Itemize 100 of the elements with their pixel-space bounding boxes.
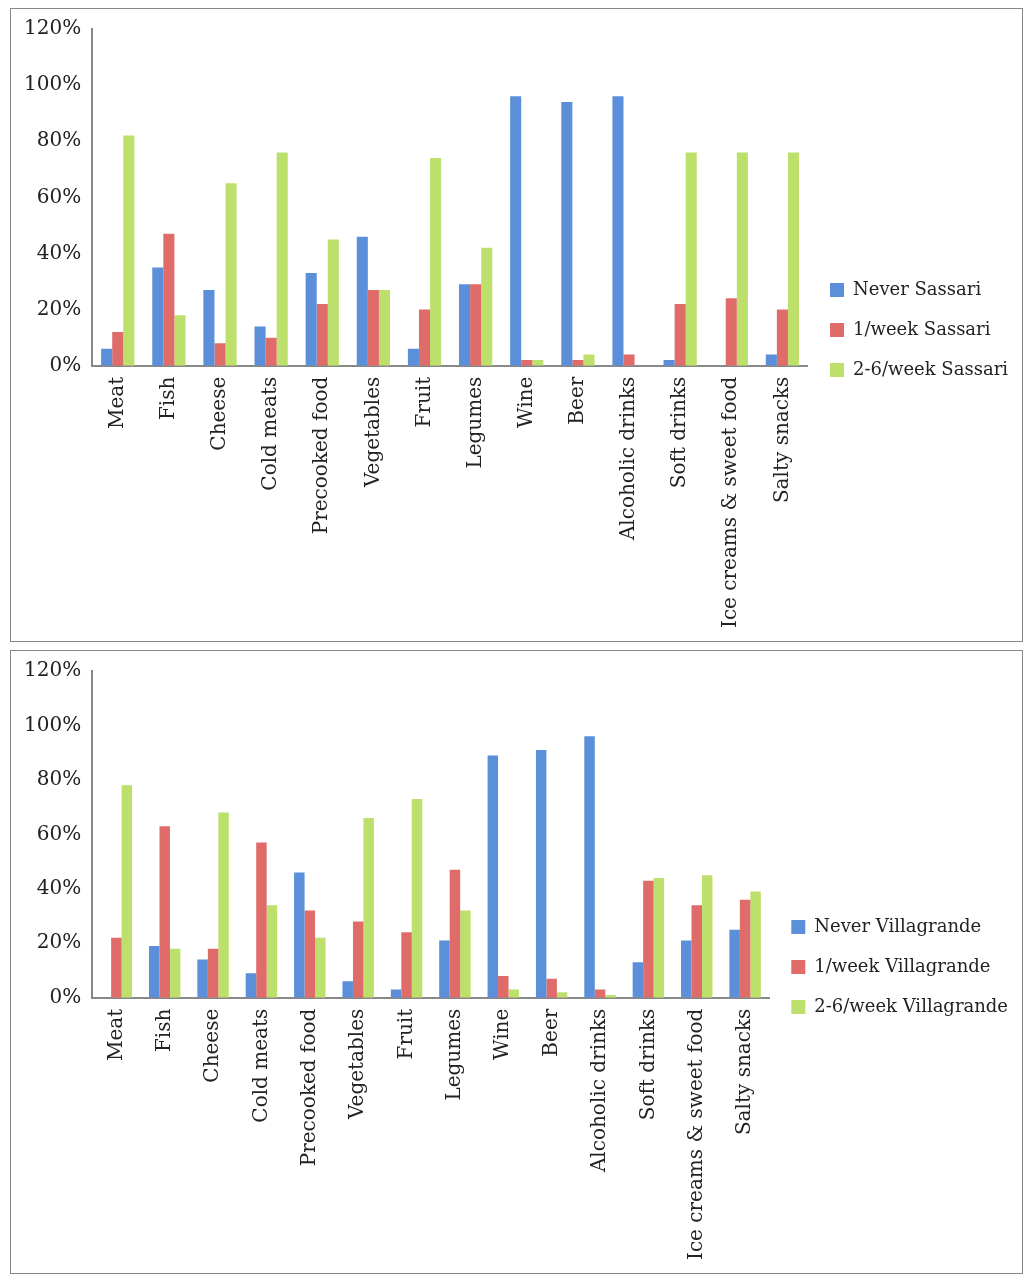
bar (304, 910, 316, 998)
y-tick-label: 40% (36, 875, 82, 899)
y-tick-label: 60% (36, 820, 82, 845)
x-tick-label: Cold meats (247, 1008, 272, 1123)
bar (256, 842, 267, 998)
x-tick-label: Ice creams & sweet food (682, 1008, 707, 1261)
bar (121, 785, 133, 998)
x-tick-label: Legumes (461, 376, 486, 469)
y-tick-label: 100% (23, 71, 82, 96)
bar (750, 891, 761, 998)
bar (327, 239, 339, 366)
legend-label: Never Sassari (852, 277, 982, 299)
y-tick-label: 20% (36, 929, 82, 954)
bar (342, 981, 353, 998)
bar (561, 101, 573, 366)
bar (401, 932, 412, 998)
x-tick-label: Beer (537, 1008, 562, 1057)
bar (152, 267, 164, 366)
bar (729, 929, 740, 998)
x-tick-label: Salty snacks (768, 376, 793, 504)
bar (685, 152, 697, 366)
bar (163, 233, 175, 366)
x-tick-label: Cheese (206, 376, 231, 451)
bar (776, 309, 788, 366)
bar (101, 348, 113, 366)
bar (367, 289, 379, 366)
y-tick-label: 0% (49, 351, 82, 376)
bar (653, 877, 665, 998)
bar (378, 289, 390, 366)
bar (681, 940, 692, 998)
bar (583, 354, 595, 366)
x-tick-label: Legumes (441, 1008, 466, 1101)
bar (470, 284, 482, 366)
y-tick-label: 60% (36, 183, 82, 208)
bar (225, 183, 237, 366)
bar (169, 948, 181, 998)
x-tick-label: Precooked food (308, 376, 333, 535)
legend-label: 1/week Sassari (852, 317, 991, 339)
bar (787, 152, 800, 366)
bar (352, 921, 364, 998)
x-tick-label: Wine (489, 1008, 514, 1061)
bar (725, 298, 737, 366)
bar (294, 872, 305, 998)
bar (315, 937, 326, 998)
legend-label: 2-6/week Villagrande (814, 994, 1008, 1016)
bar (276, 152, 288, 366)
x-tick-label: Wine (512, 376, 537, 429)
x-tick-label: Fish (155, 376, 180, 421)
bar (691, 905, 702, 998)
bar (674, 303, 686, 366)
bar (612, 96, 624, 366)
bar (363, 818, 374, 998)
bar (498, 975, 509, 998)
bar (159, 826, 170, 998)
bar (623, 354, 635, 366)
x-tick-label: Vegetables (359, 376, 384, 489)
y-tick-label: 80% (36, 127, 82, 152)
y-tick-label: 100% (23, 711, 82, 736)
bar (111, 937, 122, 998)
bar (459, 284, 471, 366)
bar (439, 940, 450, 998)
bar (418, 309, 431, 366)
bar (632, 962, 644, 998)
bar (218, 812, 229, 998)
bar (207, 948, 219, 998)
x-tick-label: Meat (102, 1008, 127, 1061)
bar (584, 736, 595, 998)
x-tick-label: Meat (103, 376, 128, 429)
y-tick-label: 80% (36, 766, 82, 791)
legend-label: Never Villagrande (814, 914, 982, 936)
bar (510, 96, 522, 366)
bar (123, 135, 135, 366)
legend-label: 2-6/week Sassari (852, 357, 1009, 379)
x-tick-label: Soft drinks (666, 376, 691, 489)
x-tick-label: Soft drinks (634, 1008, 659, 1121)
bar (546, 978, 557, 998)
bar (305, 273, 317, 366)
bar (245, 973, 257, 998)
x-tick-label: Fruit (392, 1008, 417, 1060)
x-tick-label: Fruit (410, 376, 435, 428)
y-tick-label: 120% (23, 657, 82, 682)
bar (736, 152, 748, 366)
bar (203, 289, 215, 366)
y-tick-label: 0% (49, 983, 82, 1008)
bar (197, 959, 208, 998)
bar (481, 247, 493, 366)
bar (535, 749, 547, 998)
x-tick-label: Alcoholic drinks (615, 376, 640, 542)
bar (174, 315, 186, 366)
y-tick-label: 40% (36, 239, 82, 264)
x-tick-label: Cold meats (257, 376, 282, 491)
bar (112, 332, 124, 366)
bar (460, 910, 471, 998)
bar (411, 798, 423, 998)
bar (265, 337, 277, 366)
x-tick-label: Cheese (199, 1008, 224, 1083)
bar (487, 755, 499, 998)
x-tick-label: Vegetables (344, 1008, 369, 1121)
bar (356, 236, 368, 366)
legend-label: 1/week Villagrande (814, 954, 991, 976)
